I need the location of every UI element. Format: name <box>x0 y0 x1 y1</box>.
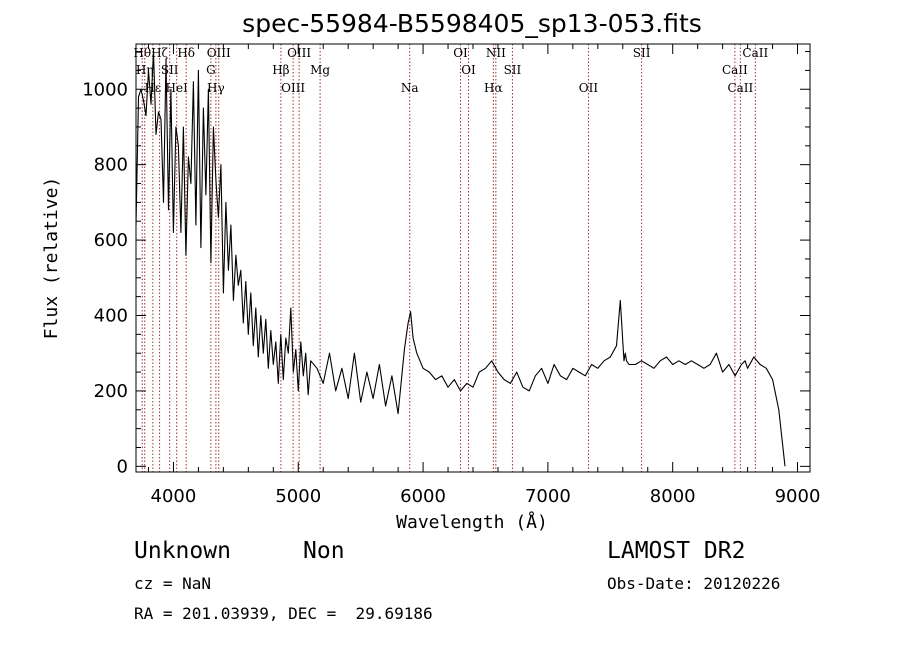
object-class: Unknown <box>134 538 231 564</box>
redshift-cz: cz = NaN <box>134 574 212 593</box>
y-axis-label: Flux (relative) <box>41 177 62 340</box>
line-label: OIII <box>281 81 305 95</box>
line-label: Hα <box>484 81 503 95</box>
line-label: HeI <box>166 81 189 95</box>
spectrum-series <box>135 50 786 467</box>
line-label: Hβ <box>272 63 289 77</box>
line-label: Mg <box>310 63 330 77</box>
y-tick-label: 600 <box>94 230 128 251</box>
x-tick-label: 7000 <box>525 486 571 507</box>
x-tick-label: 8000 <box>650 486 696 507</box>
line-label: Hθ <box>133 46 151 60</box>
line-label: OI <box>453 46 468 60</box>
x-tick-label: 9000 <box>775 486 821 507</box>
plot-frame <box>135 43 811 473</box>
y-tick-label: 400 <box>94 306 128 327</box>
line-label: Hε <box>145 81 162 95</box>
line-label: SII <box>633 46 651 60</box>
line-label: Na <box>401 81 419 95</box>
line-label: SII <box>161 63 179 77</box>
line-label: Hγ <box>207 81 225 95</box>
line-label: OI <box>461 63 476 77</box>
spectrum-chart: spec-55984-B5598405_sp13-053.fits HθHηHε… <box>41 9 821 533</box>
spectrum-line <box>135 50 786 467</box>
chart-title: spec-55984-B5598405_sp13-053.fits <box>242 9 702 38</box>
line-label: NII <box>486 46 506 60</box>
coordinates: RA = 201.03939, DEC = 29.69186 <box>134 604 433 623</box>
x-tick-label: 5000 <box>275 486 321 507</box>
line-label: SII <box>504 63 522 77</box>
line-label: CaII <box>722 63 748 77</box>
x-axis-label: Wavelength (Å) <box>396 511 548 533</box>
line-label: OII <box>579 81 599 95</box>
y-tick-label: 200 <box>94 381 128 402</box>
observation-date: Obs-Date: 20120226 <box>607 574 781 593</box>
line-label: CaII <box>742 46 768 60</box>
plot-axes: 4000 5000 6000 7000 8000 9000 0 200 400 600 800 100… <box>82 43 821 507</box>
line-label: OIII <box>207 46 231 60</box>
line-label: G <box>206 63 216 77</box>
x-tick-label: 4000 <box>151 486 197 507</box>
survey-name: LAMOST DR2 <box>607 538 746 564</box>
line-label: CaII <box>727 81 753 95</box>
y-tick-label: 0 <box>117 456 128 477</box>
y-tick-label: 800 <box>94 155 128 176</box>
x-tick-label: 6000 <box>400 486 446 507</box>
line-label: OIII <box>287 46 311 60</box>
y-tick-label: 1000 <box>82 79 128 100</box>
line-label: Hδ <box>177 46 195 60</box>
line-label: Hζ <box>151 46 168 60</box>
object-subclass: Non <box>303 538 345 564</box>
